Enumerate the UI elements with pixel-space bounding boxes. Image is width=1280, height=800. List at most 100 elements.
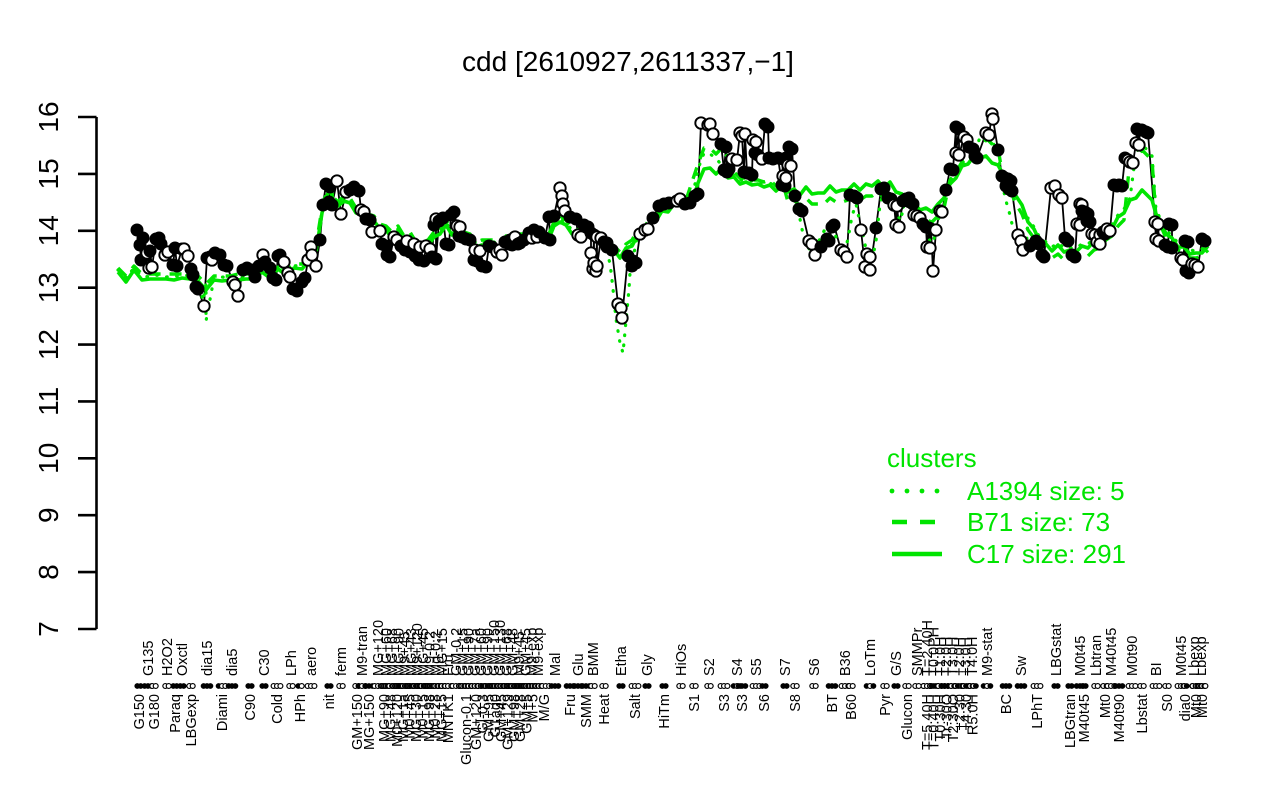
svg-text:M9+120: M9+120	[410, 623, 426, 676]
svg-text:Mt0: Mt0	[1195, 694, 1211, 718]
svg-text:MG+1a: MG+1a	[396, 693, 412, 742]
svg-text:MG+15: MG+15	[435, 628, 451, 676]
svg-text:M0+15: M0+15	[415, 694, 431, 739]
svg-text:+2:0H: +2:0H	[952, 637, 968, 676]
svg-text:BMM: BMM	[586, 642, 602, 676]
svg-text:MG+43: MG+43	[404, 628, 420, 676]
svg-text:T3:0H: T3:0H	[946, 637, 962, 677]
svg-text:T4:0H: T4:0H	[965, 637, 981, 677]
svg-text:G1ag0: G1ag0	[488, 694, 504, 738]
svg-text:T=0.40H: T=0.40H	[927, 694, 943, 750]
svg-text:Lbexp: Lbexp	[1187, 636, 1203, 676]
svg-text:dia15: dia15	[200, 641, 216, 676]
svg-text:ferm: ferm	[334, 647, 350, 676]
svg-text:cdd [2610927,2611337,−1]: cdd [2610927,2611337,−1]	[462, 46, 794, 77]
svg-text:GM+98: GM+98	[507, 694, 523, 742]
svg-text:S3: S3	[717, 694, 733, 712]
svg-text:Fru: Fru	[563, 694, 579, 716]
svg-text:Lbtran: Lbtran	[1089, 635, 1105, 676]
svg-text:GM+130: GM+130	[493, 620, 509, 676]
svg-text:MG+90: MG+90	[391, 628, 407, 676]
svg-text:11: 11	[33, 387, 64, 416]
svg-text:S3: S3	[735, 694, 751, 712]
svg-text:M9+45: M9+45	[512, 631, 528, 676]
svg-text:GM+90: GM+90	[481, 628, 497, 676]
svg-text:GM+95: GM+95	[482, 694, 498, 742]
svg-text:GM+45: GM+45	[494, 694, 510, 742]
svg-text:T=2.40H: T=2.40H	[920, 620, 936, 676]
svg-text:dia5: dia5	[225, 649, 241, 676]
svg-text:M9-stat: M9-stat	[980, 628, 996, 676]
svg-text:Lbstat: Lbstat	[1135, 694, 1151, 734]
svg-text:C17 size: 291: C17 size: 291	[967, 539, 1126, 569]
svg-text:Glucon: Glucon	[900, 694, 916, 740]
svg-text:GM+60: GM+60	[474, 628, 490, 676]
svg-text:GM-0.2: GM-0.2	[449, 628, 465, 676]
svg-text:T=5.40H: T=5.40H	[920, 694, 936, 750]
svg-text:M0t90: M0t90	[1125, 636, 1141, 676]
svg-text:BC: BC	[999, 694, 1015, 714]
svg-text:M9-exp: M9-exp	[531, 628, 547, 676]
svg-text:14: 14	[33, 215, 64, 246]
svg-text:M40t45: M40t45	[1104, 628, 1120, 676]
svg-text:BI: BI	[1149, 662, 1165, 676]
svg-text:MG+150: MG+150	[362, 694, 378, 750]
svg-text:GM+15: GM+15	[455, 628, 471, 676]
svg-text:T2:0H: T2:0H	[939, 637, 955, 677]
svg-text:S6: S6	[807, 658, 823, 676]
svg-text:S2: S2	[702, 658, 718, 676]
svg-text:Lbexp: Lbexp	[1194, 636, 1210, 676]
svg-text:S1: S1	[687, 694, 703, 712]
svg-text:LBGstat: LBGstat	[1049, 624, 1065, 676]
svg-text:T0:30H: T0:30H	[933, 694, 949, 742]
svg-text:G135: G135	[141, 641, 157, 676]
svg-text:GM+28: GM+28	[513, 694, 529, 742]
svg-text:GM+150: GM+150	[487, 620, 503, 676]
svg-text:G150: G150	[132, 694, 148, 729]
svg-text:M0t45: M0t45	[1174, 636, 1190, 676]
svg-text:Sw: Sw	[1014, 655, 1030, 676]
svg-text:R5.0H: R5.0H	[966, 694, 982, 735]
svg-text:A1394 size: 5: A1394 size: 5	[967, 476, 1125, 506]
svg-text:S8: S8	[788, 694, 804, 712]
svg-text:GM+150: GM+150	[350, 694, 366, 750]
svg-text:Pyr: Pyr	[878, 694, 894, 716]
svg-text:C90: C90	[243, 694, 259, 721]
svg-text:Cold: Cold	[270, 694, 286, 724]
svg-text:SMMPr: SMMPr	[910, 628, 926, 677]
svg-text:G180: G180	[147, 694, 163, 729]
svg-text:nit: nit	[322, 694, 338, 709]
svg-text:MG+45: MG+45	[416, 628, 432, 676]
svg-text:MG+120: MG+120	[371, 620, 387, 676]
svg-text:BT: BT	[825, 694, 841, 713]
svg-text:MG+15: MG+15	[435, 694, 451, 742]
svg-text:M0+28: M0+28	[428, 694, 444, 739]
svg-text:Mt0: Mt0	[1189, 694, 1205, 718]
svg-text:15: 15	[33, 158, 64, 189]
svg-text:+4:30: +4:30	[959, 694, 975, 731]
svg-text:LPh: LPh	[284, 650, 300, 676]
svg-text:16: 16	[33, 101, 64, 132]
svg-text:dia0: dia0	[1178, 694, 1194, 721]
svg-text:MG+60: MG+60	[379, 628, 395, 676]
svg-text:12: 12	[33, 329, 64, 360]
svg-text:Glucon-0.1: Glucon-0.1	[459, 694, 475, 765]
svg-text:Mal: Mal	[548, 653, 564, 676]
svg-text:GM+129: GM+129	[501, 694, 517, 750]
svg-text:aero: aero	[304, 647, 320, 676]
svg-text:SMM: SMM	[579, 694, 595, 728]
svg-text:+3:0H: +3:0H	[958, 637, 974, 676]
svg-text:9: 9	[33, 507, 64, 523]
svg-text:7: 7	[33, 621, 64, 637]
svg-text:S7: S7	[778, 658, 794, 676]
svg-text:T1:0H: T1:0H	[933, 637, 949, 677]
svg-text:Mg-0.2: Mg-0.2	[429, 631, 445, 676]
svg-text:S5: S5	[749, 658, 765, 676]
svg-text:M9-tran: M9-tran	[355, 626, 371, 676]
svg-text:T2:30O: T2:30O	[946, 694, 962, 742]
svg-text:T0:0PH: T0:0PH	[926, 627, 942, 676]
svg-text:M0+120: M0+120	[390, 694, 406, 747]
svg-text:10: 10	[33, 443, 64, 474]
svg-text:Etha: Etha	[614, 645, 630, 676]
svg-text:GM+90: GM+90	[462, 628, 478, 676]
